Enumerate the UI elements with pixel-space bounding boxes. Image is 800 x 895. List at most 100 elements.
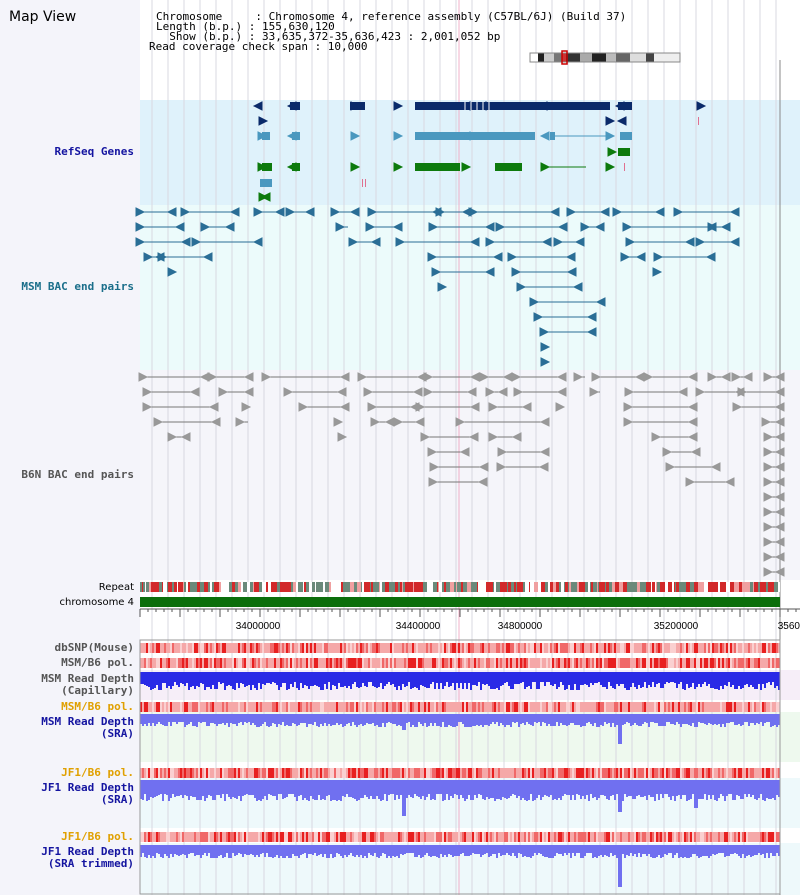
dbsnp-heat-cell: [738, 643, 740, 653]
msm-pol2-heat-cell: [428, 702, 430, 712]
track-label-refseq[interactable]: RefSeq Genes: [54, 145, 134, 158]
jf1-trim-depth-bar: [646, 845, 648, 856]
jf1-pol-heat-cell: [354, 768, 356, 778]
jf1-trim-depth-bar: [680, 845, 682, 857]
repeat-element: [454, 582, 456, 592]
msm-pol-heat-cell: [766, 658, 768, 668]
msm-pol-heat-cell: [736, 658, 738, 668]
msm-pol-heat-cell: [330, 658, 332, 668]
jf1-sra-depth-bar: [566, 780, 568, 795]
msm-pol2-heat-cell: [748, 702, 750, 712]
msm-pol-heat-cell: [288, 658, 290, 668]
msm-capillary-depth-bar: [448, 672, 450, 687]
msm-pol2-heat-cell: [538, 702, 540, 712]
jf1-trim-depth-bar: [180, 845, 182, 855]
jf1-pol-heat-cell: [776, 768, 778, 778]
dbsnp-heat-cell: [610, 643, 612, 653]
jf1-pol2-heat-cell: [688, 832, 690, 842]
jf1-pol-heat-cell: [200, 768, 202, 778]
msm-bac-end-arrow: [622, 222, 633, 232]
track-label-chromosome[interactable]: chromosome 4: [59, 597, 134, 608]
jf1-pol-heat-cell: [166, 768, 168, 778]
msm-capillary-depth-bar: [442, 672, 444, 689]
msm-capillary-depth-bar: [452, 672, 454, 683]
track-label-msm-depth-sra[interactable]: MSM Read Depth: [41, 715, 134, 728]
msm-capillary-depth-bar: [714, 672, 716, 689]
dbsnp-heat-cell: [198, 643, 200, 653]
dbsnp-heat-cell: [532, 643, 534, 653]
repeat-element: [671, 582, 672, 592]
jf1-sra-depth-bar: [556, 780, 558, 800]
repeat-element: [329, 582, 331, 592]
msm-sra-depth-bar: [672, 714, 674, 724]
msm-pol2-heat-cell: [760, 702, 762, 712]
msm-capillary-depth-bar: [692, 672, 694, 683]
chromosome-ideogram-band: [538, 53, 544, 62]
track-label-jf1-pol-2[interactable]: JF1/B6 pol.: [61, 830, 134, 843]
track-label-b6n-bac[interactable]: B6N BAC end pairs: [21, 468, 134, 481]
jf1-sra-depth-bar: [736, 780, 738, 795]
jf1-sra-depth-bar: [518, 780, 520, 796]
jf1-sra-depth-bar: [730, 780, 732, 794]
msm-capillary-depth-bar: [770, 672, 772, 685]
track-label-repeat[interactable]: Repeat: [98, 582, 134, 593]
jf1-sra-depth-bar: [368, 780, 370, 799]
msm-pol-heat-cell: [364, 658, 366, 668]
jf1-pol2-heat-cell: [662, 832, 664, 842]
dbsnp-heat-cell: [540, 643, 542, 653]
track-label-jf1-pol[interactable]: JF1/B6 pol.: [61, 766, 134, 779]
jf1-pol-heat-cell: [406, 768, 408, 778]
msm-sra-depth-bar: [416, 714, 418, 727]
msm-pol2-heat-cell: [746, 702, 748, 712]
msm-capillary-depth-bar: [284, 672, 286, 683]
msm-pol2-heat-cell: [226, 702, 228, 712]
msm-pol-heat-cell: [294, 658, 296, 668]
jf1-sra-depth-bar: [774, 780, 776, 800]
track-label-jf1-depth-trim[interactable]: JF1 Read Depth: [41, 845, 134, 858]
jf1-pol-heat-cell: [398, 768, 400, 778]
track-label-dbsnp[interactable]: dbSNP(Mouse): [54, 641, 134, 654]
jf1-pol-heat-cell: [526, 768, 528, 778]
track-label-msm-depth-cap[interactable]: MSM Read Depth: [41, 672, 134, 685]
msm-capillary-depth-bar: [684, 672, 686, 690]
b6n-bac-end-arrow: [643, 372, 654, 382]
msm-capillary-depth-bar: [584, 672, 586, 684]
b6n-bac-end-arrow: [677, 387, 688, 397]
track-label-msm-pol[interactable]: MSM/B6 pol.: [61, 656, 134, 669]
msm-sra-depth-bar: [580, 714, 582, 727]
msm-pol2-heat-cell: [714, 702, 716, 712]
msm-pol-heat-cell: [734, 658, 736, 668]
track-label-jf1-depth-sra[interactable]: JF1 Read Depth: [41, 781, 134, 794]
track-label-msm-bac[interactable]: MSM BAC end pairs: [21, 280, 134, 293]
msm-bac-end-arrow: [427, 252, 438, 262]
msm-sra-depth-bar: [582, 714, 584, 726]
jf1-pol-heat-cell: [540, 768, 542, 778]
jf1-trim-depth-bar: [328, 845, 330, 858]
jf1-pol2-heat-cell: [684, 832, 686, 842]
jf1-trim-depth-bar: [270, 845, 272, 857]
repeat-element: [557, 582, 558, 592]
jf1-trim-depth-bar: [520, 845, 522, 854]
jf1-sra-depth-bar: [534, 780, 536, 800]
refseq-strand-arrow: [258, 116, 269, 126]
jf1-trim-depth-bar: [286, 845, 288, 856]
msm-capillary-depth-bar: [482, 672, 484, 684]
jf1-pol2-heat-cell: [630, 832, 632, 842]
msm-pol2-heat-cell: [304, 702, 306, 712]
msm-sra-depth-bar: [536, 714, 538, 723]
msm-capillary-depth-bar: [408, 672, 410, 682]
repeat-element: [216, 582, 219, 592]
jf1-sra-depth-bar: [576, 780, 578, 794]
msm-bac-end-arrow: [511, 267, 522, 277]
jf1-pol2-heat-cell: [150, 832, 152, 842]
jf1-sra-depth-bar: [224, 780, 226, 801]
msm-pol2-heat-cell: [176, 702, 178, 712]
msm-pol-heat-cell: [728, 658, 730, 668]
repeat-element: [637, 582, 639, 592]
track-label-msm-pol-2[interactable]: MSM/B6 pol.: [61, 700, 134, 713]
msm-capillary-depth-bar: [334, 672, 336, 686]
repeat-element: [690, 582, 694, 592]
jf1-pol2-heat-cell: [232, 832, 234, 842]
msm-pol-heat-cell: [212, 658, 214, 668]
